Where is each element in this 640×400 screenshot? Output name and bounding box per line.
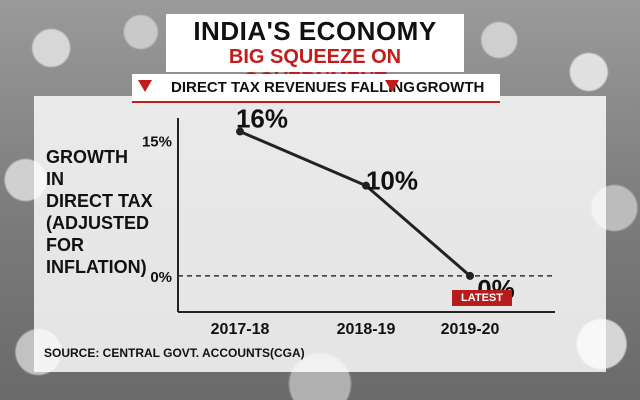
y-tick-label: 0% xyxy=(150,269,172,286)
data-point xyxy=(466,271,474,280)
data-point xyxy=(362,181,370,190)
data-point xyxy=(236,127,244,136)
x-tick-label: 2017-18 xyxy=(211,321,270,338)
page-title: INDIA'S ECONOMY xyxy=(193,16,437,46)
y-tick-label: 15% xyxy=(142,134,172,151)
title-box xyxy=(166,14,464,72)
down-arrow-icon xyxy=(138,80,152,92)
y-axis-label: GROWTH IN DIRECT TAX (ADJUSTED FOR INFLA… xyxy=(46,147,153,277)
series-line xyxy=(239,130,471,278)
data-label: 16% xyxy=(236,104,288,134)
x-tick-label: 2018-19 xyxy=(337,321,396,338)
x-tick-label: 2019-20 xyxy=(441,321,500,338)
data-label: 10% xyxy=(366,166,418,196)
indicator-label-tax: DIRECT TAX REVENUES FALLING xyxy=(171,79,415,96)
chart-panel xyxy=(34,96,606,372)
indicator-bar xyxy=(132,74,500,102)
latest-badge: LATEST xyxy=(452,290,512,306)
source-note: SOURCE: CENTRAL GOVT. ACCOUNTS(CGA) xyxy=(44,346,305,360)
indicator-label-growth: GROWTH xyxy=(416,79,485,96)
divider-line xyxy=(132,101,500,103)
down-arrow-icon xyxy=(385,80,399,92)
